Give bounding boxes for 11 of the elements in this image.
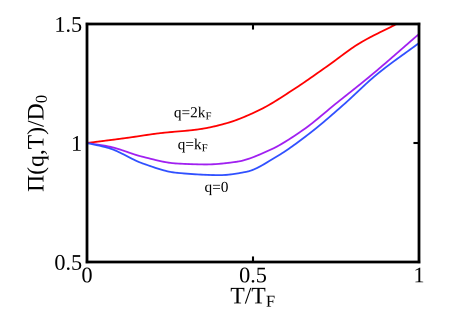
- series-label: q=2k$_{F}$: [174, 106, 212, 121]
- y-axis-title: Π(q,T)/D$_{0}$: [27, 96, 48, 192]
- y-tick-label: 1.5: [56, 17, 82, 32]
- x-tick-label: 1: [415, 268, 424, 282]
- series-label: q=k$_{F}$: [178, 138, 208, 152]
- y-tick-label: 1: [72, 136, 81, 151]
- x-axis-title: T/T$_{F}$: [230, 288, 275, 307]
- x-tick-label: 0.5: [240, 268, 266, 283]
- x-tick-label: 0: [82, 268, 92, 282]
- series-label: q=0: [205, 182, 228, 196]
- y-tick-label: 0.5: [55, 254, 82, 270]
